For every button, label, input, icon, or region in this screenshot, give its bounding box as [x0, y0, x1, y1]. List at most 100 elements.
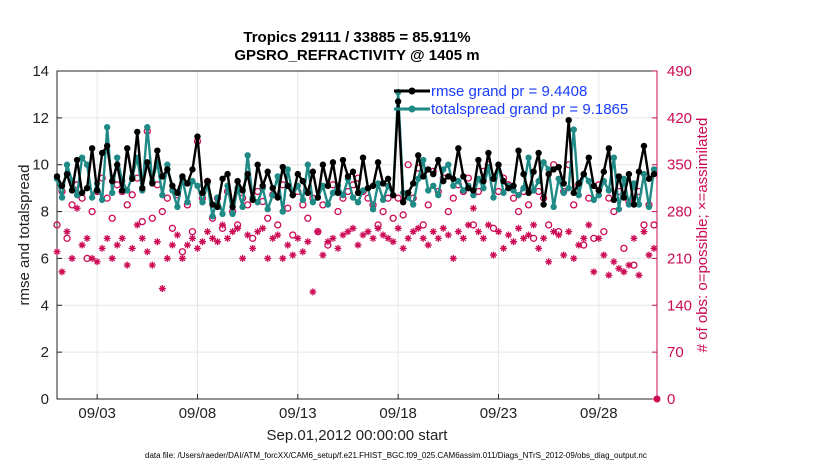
point-assimilated — [209, 234, 217, 242]
point-assimilated — [214, 238, 222, 246]
point-assimilated — [454, 228, 462, 236]
totalspread-point — [339, 191, 347, 199]
rmse-point — [555, 163, 562, 171]
point-possible — [570, 201, 578, 209]
totalspread-point — [420, 156, 427, 164]
point-assimilated — [484, 221, 492, 229]
point-assimilated — [620, 268, 628, 276]
point-assimilated — [93, 258, 101, 266]
point-assimilated — [98, 244, 106, 252]
rmse-point — [570, 189, 577, 197]
point-assimilated — [284, 241, 292, 249]
totalspread-point — [625, 201, 633, 208]
totalspread-point — [209, 213, 216, 220]
point-possible — [389, 214, 397, 222]
point-assimilated — [68, 254, 76, 262]
point-assimilated — [279, 254, 287, 262]
x-axis-label: Sep.01,2012 00:00:00 start — [267, 427, 449, 444]
point-possible — [304, 214, 312, 222]
totalspread-point — [174, 203, 181, 211]
rmse-point — [214, 203, 221, 211]
totalspread-point — [645, 203, 653, 211]
y-tick-label-right: 0 — [667, 391, 675, 408]
point-assimilated — [269, 234, 277, 242]
rmse-point — [324, 182, 332, 189]
point-possible — [188, 228, 197, 236]
point-assimilated — [309, 288, 317, 296]
point-possible — [249, 234, 257, 242]
chart-title: Tropics 29111 / 33885 = 85.911% — [243, 29, 470, 46]
point-possible — [289, 231, 297, 239]
point-assimilated — [364, 228, 372, 236]
totalspread-point — [359, 187, 367, 194]
totalspread-point — [319, 182, 327, 189]
rmse-point — [63, 170, 71, 178]
rmse-point — [495, 161, 502, 168]
rmse-point — [394, 98, 402, 105]
y-tick-label-left: 8 — [41, 204, 49, 221]
rmse-point — [525, 189, 532, 197]
rmse-point — [565, 117, 572, 124]
rmse-point — [58, 182, 66, 189]
rmse-point — [435, 156, 442, 164]
legend: rmse grand pr = 9.4408 totalspread grand… — [394, 83, 628, 118]
point-assimilated — [535, 244, 543, 252]
x-axis-ticks: 09/03 09/08 09/13 09/18 09/23 09/28 — [78, 394, 618, 422]
point-possible — [63, 234, 71, 242]
point-assimilated — [590, 268, 598, 276]
y-tick-label-left: 12 — [32, 110, 49, 127]
point-assimilated — [474, 228, 482, 236]
point-assimilated — [459, 234, 467, 242]
point-assimilated — [625, 261, 633, 269]
y-tick-label-right: 280 — [667, 204, 692, 221]
rmse-point — [299, 177, 307, 185]
rmse-point — [159, 173, 166, 180]
rmse-point — [615, 173, 623, 180]
point-assimilated — [515, 224, 523, 232]
point-assimilated — [349, 224, 357, 232]
point-assimilated — [545, 258, 553, 266]
totalspread-point — [309, 199, 317, 206]
footer-datafile: data file: /Users/raeder/DAI/ATM_forcXX/… — [145, 451, 647, 460]
rmse-point — [164, 166, 171, 173]
totalspread-point — [379, 196, 387, 204]
point-assimilated — [264, 254, 272, 262]
point-assimilated — [409, 228, 417, 236]
rmse-point — [83, 184, 91, 192]
rmse-point — [515, 147, 522, 154]
rmse-point — [179, 173, 186, 180]
point-assimilated — [329, 234, 337, 242]
point-assimilated — [615, 264, 623, 272]
totalspread-point — [374, 180, 382, 187]
rmse-point — [595, 187, 603, 194]
totalspread-point — [159, 191, 166, 199]
rmse-point — [219, 175, 226, 182]
point-assimilated — [640, 228, 648, 236]
rmse-point — [585, 154, 592, 161]
totalspread-point — [650, 166, 658, 173]
totalspread-point — [500, 189, 507, 197]
rmse-point — [580, 170, 587, 178]
totalspread-point — [284, 166, 291, 173]
point-assimilated — [314, 228, 322, 236]
rmse-point — [53, 173, 61, 180]
point-possible — [544, 221, 553, 229]
point-assimilated — [183, 241, 191, 249]
rmse-point — [590, 182, 597, 189]
point-assimilated — [259, 224, 267, 232]
point-assimilated — [138, 234, 146, 242]
totalspread-point — [239, 203, 246, 211]
rmse-point — [480, 177, 487, 185]
point-possible — [514, 207, 523, 216]
rmse-point — [329, 159, 337, 166]
point-assimilated — [178, 254, 186, 262]
right-axis-ticks: 0 70 140 210 280 350 420 490 — [652, 63, 692, 408]
point-assimilated — [188, 234, 196, 242]
rmse-point — [194, 133, 201, 140]
zero-obs-marker — [653, 395, 661, 403]
totalspread-point — [124, 187, 131, 194]
rmse-point — [224, 170, 231, 178]
rmse-point — [455, 145, 462, 152]
point-assimilated — [399, 244, 407, 252]
